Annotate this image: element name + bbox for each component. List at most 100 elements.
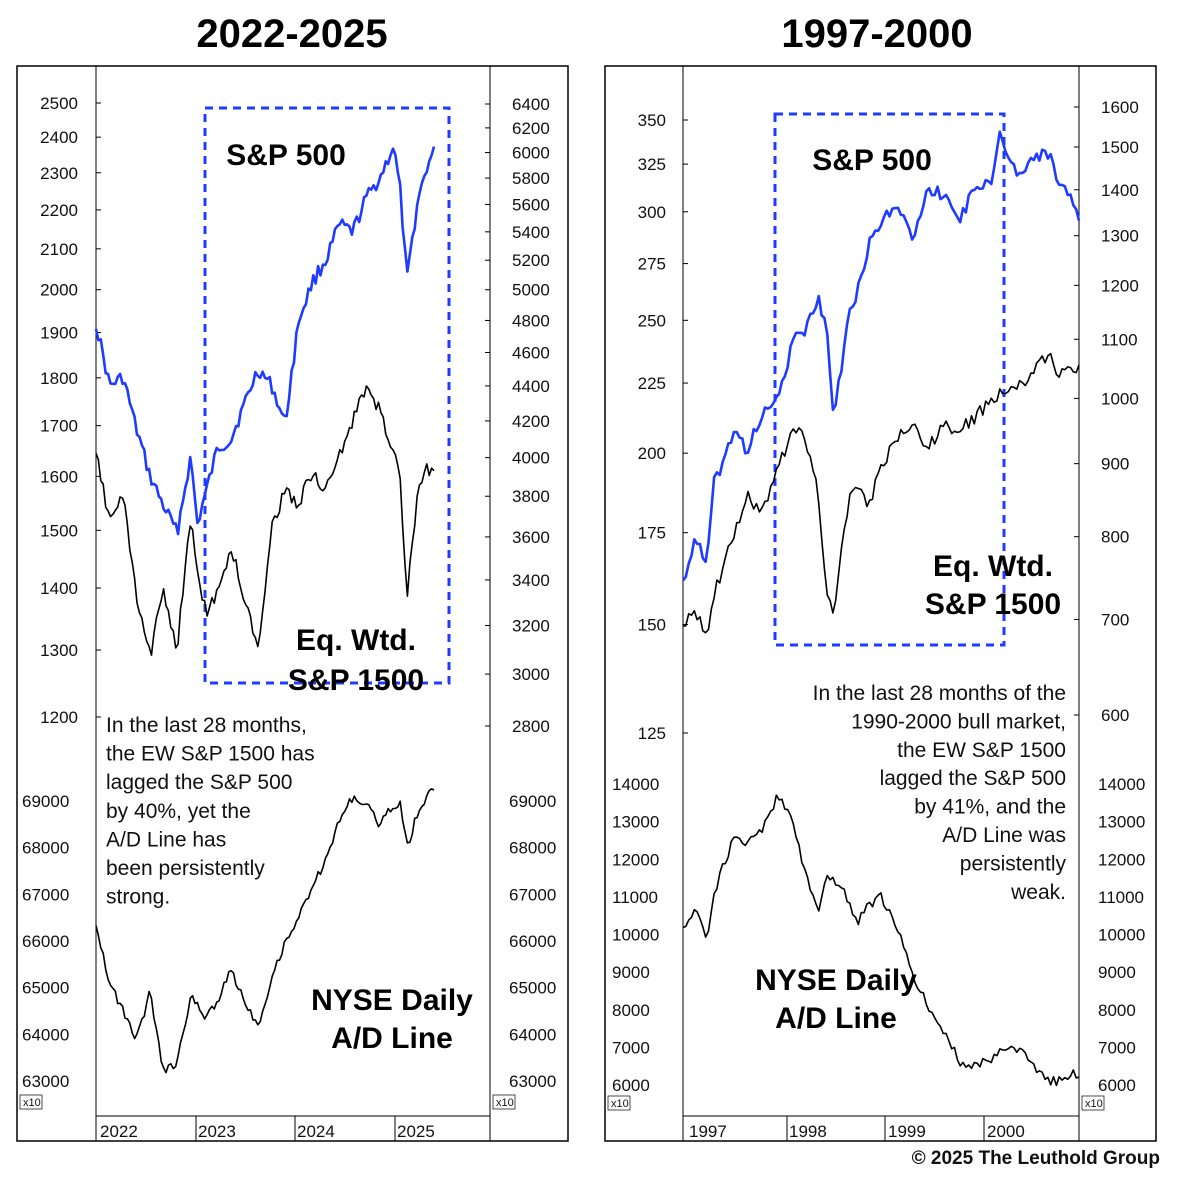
left-left-axis-tick: 1600: [40, 467, 78, 486]
left-ad-label-line1: NYSE Daily: [311, 984, 473, 1017]
right-multiplier-right-box: [1081, 1095, 1105, 1111]
left-lower-right-tick: 64000: [509, 1025, 556, 1044]
left-lower-right-tick: 65000: [509, 979, 556, 998]
left-left-axis-tick: 2300: [40, 164, 78, 183]
left-multiplier-right-box: [492, 1094, 516, 1110]
left-lower-right-tick: 66000: [509, 932, 556, 951]
left-note-line: the EW S&P 1500 has: [106, 743, 315, 766]
left-right-axis-tick: 3400: [512, 571, 550, 590]
right-series-nyse-daily-a-d-line: [682, 794, 1080, 1087]
right-lower-left-tick: 8000: [612, 1001, 650, 1020]
left-ad-label-line2: A/D Line: [331, 1022, 453, 1055]
left-lower-right-tick: 67000: [509, 885, 556, 904]
right-x-tick-1999: 1999: [888, 1122, 926, 1141]
right-x-tick-1997: 1997: [689, 1122, 727, 1141]
panel-left-frame: [16, 65, 569, 1142]
right-multiplier-right: x10: [1085, 1098, 1103, 1110]
right-lower-right-tick: 8000: [1098, 1001, 1136, 1020]
left-left-axis-tick: 1500: [40, 521, 78, 540]
panel-right-frame: [604, 65, 1157, 1142]
left-right-axis-tick: 4000: [512, 449, 550, 468]
right-note-line: the EW S&P 1500: [897, 739, 1066, 762]
right-lower-left-tick: 7000: [612, 1038, 650, 1057]
left-right-axis-tick: 6400: [512, 95, 550, 114]
left-lower-left-tick: 63000: [22, 1072, 69, 1091]
left-lower-right-tick: 63000: [509, 1072, 556, 1091]
panel-right-title: 1997-2000: [781, 12, 972, 56]
right-lower-left-tick: 9000: [612, 963, 650, 982]
left-lower-left-tick: 66000: [22, 932, 69, 951]
right-lower-right-tick: 11000: [1098, 888, 1144, 907]
right-eqwtd-label-line1: Eq. Wtd.: [933, 550, 1053, 583]
copyright-text: © 2025 The Leuthold Group: [912, 1148, 1160, 1169]
panel-left-title: 2022-2025: [196, 12, 387, 56]
left-eqwtd-label-line2: S&P 1500: [288, 664, 424, 697]
left-right-axis-tick: 3600: [512, 528, 550, 547]
left-eqwtd-label-line1: Eq. Wtd.: [296, 624, 416, 657]
left-left-axis-tick: 1700: [40, 417, 78, 436]
right-left-axis-tick: 225: [638, 374, 666, 393]
right-sp500-label: S&P 500: [812, 144, 932, 177]
left-right-axis-tick: 5400: [512, 223, 550, 242]
right-right-axis-tick: 1600: [1101, 98, 1139, 117]
right-lower-right-tick: 9000: [1098, 963, 1136, 982]
left-right-axis-tick: 5200: [512, 251, 550, 270]
right-right-axis-tick: 1000: [1101, 389, 1139, 408]
left-left-axis-tick: 1800: [40, 369, 78, 388]
right-left-axis-tick: 350: [638, 111, 666, 130]
left-multiplier-right: x10: [496, 1097, 514, 1109]
right-note-line: weak.: [1010, 881, 1066, 904]
right-right-axis-tick: 1500: [1101, 138, 1139, 157]
right-note-line: A/D Line was: [942, 824, 1066, 847]
left-lower-left-tick: 67000: [22, 885, 69, 904]
left-right-axis-tick: 5600: [512, 195, 550, 214]
left-lower-left-tick: 69000: [22, 792, 69, 811]
left-multiplier-left: x10: [23, 1097, 41, 1109]
left-right-axis-tick: 4800: [512, 311, 550, 330]
left-x-tick-2025: 2025: [397, 1122, 435, 1141]
right-left-axis-tick: 200: [638, 444, 666, 463]
left-right-axis-tick: 3200: [512, 617, 550, 636]
right-lower-right-tick: 14000: [1098, 775, 1145, 794]
chart-dynamic-layer: 2500 2400 2300 2200 2100 2000 1900 1800 1700 1600…: [19, 94, 1145, 1141]
right-right-axis-tick: 800: [1101, 528, 1129, 547]
left-highlight-box: [203, 106, 451, 685]
right-x-tick-2000: 2000: [987, 1122, 1025, 1141]
left-x-tick-2022: 2022: [100, 1122, 138, 1141]
left-series-eq-wtd-s-p-1500: [95, 385, 435, 656]
right-note-line: by 41%, and the: [914, 796, 1066, 819]
right-left-axis-tick: 325: [638, 155, 666, 174]
right-lower-right-tick: 7000: [1098, 1038, 1136, 1057]
left-lower-left-tick: 65000: [22, 979, 69, 998]
right-lower-right-tick: 6000: [1098, 1076, 1136, 1095]
right-right-axis-tick: 700: [1101, 610, 1129, 629]
right-right-axis-tick: 1400: [1101, 181, 1139, 200]
left-right-axis-tick: 3800: [512, 487, 550, 506]
left-left-axis-tick: 1900: [40, 324, 78, 343]
left-lower-right-tick: 69000: [509, 792, 556, 811]
left-right-axis-tick: 5000: [512, 281, 550, 300]
left-x-tick-2024: 2024: [297, 1122, 335, 1141]
left-multiplier-left-box: [19, 1094, 43, 1110]
right-left-axis-tick: 125: [638, 724, 666, 743]
right-eqwtd-label-line2: S&P 1500: [925, 588, 1061, 621]
left-series-nyse-daily-a-d-line: [95, 788, 435, 1074]
left-lower-left-tick: 64000: [22, 1025, 69, 1044]
left-right-axis-tick: 4200: [512, 412, 550, 431]
right-note-line: 1990-2000 bull market,: [851, 710, 1066, 733]
right-lower-left-tick: 10000: [612, 926, 659, 945]
left-left-axis-tick: 2500: [40, 94, 78, 113]
right-lower-left-tick: 11000: [612, 888, 658, 907]
left-right-axis-tick: 6200: [512, 119, 550, 138]
left-sp500-label: S&P 500: [226, 139, 346, 172]
right-multiplier-left: x10: [611, 1098, 629, 1110]
left-lower-right-tick: 68000: [509, 839, 556, 858]
right-lower-right-tick: 13000: [1098, 813, 1145, 832]
left-right-axis-tick: 3000: [512, 665, 550, 684]
right-right-axis-tick: 600: [1101, 706, 1129, 725]
left-left-axis-tick: 2100: [40, 240, 78, 259]
right-left-axis-tick: 275: [638, 255, 666, 274]
left-note-line: strong.: [106, 886, 170, 909]
